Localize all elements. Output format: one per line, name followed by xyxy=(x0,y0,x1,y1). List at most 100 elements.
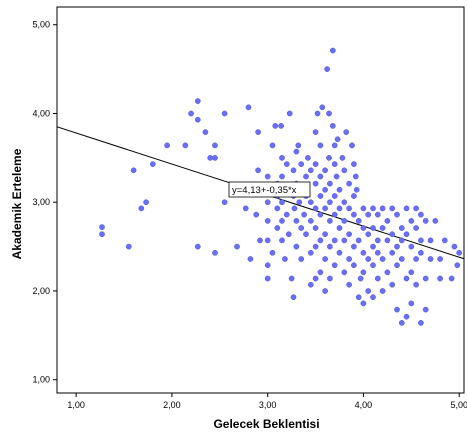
data-point xyxy=(221,199,228,206)
data-point xyxy=(360,249,367,256)
regression-equation-label: y=4,13+-0,35*x xyxy=(232,185,297,196)
data-point xyxy=(291,205,298,212)
data-point xyxy=(312,180,319,187)
data-point xyxy=(322,186,328,193)
data-point xyxy=(384,237,391,244)
data-point xyxy=(456,249,463,256)
y-axis-title: Akademik Erteleme xyxy=(10,148,24,259)
data-point xyxy=(398,225,405,231)
data-point xyxy=(374,211,381,218)
data-point xyxy=(264,173,271,180)
data-point xyxy=(264,218,271,224)
data-point xyxy=(448,275,455,282)
data-point xyxy=(339,155,346,161)
data-point xyxy=(403,205,410,212)
data-point xyxy=(326,110,332,117)
data-point xyxy=(384,269,391,276)
data-point xyxy=(164,142,170,149)
data-point xyxy=(349,142,355,149)
data-point xyxy=(370,294,376,301)
data-point xyxy=(125,243,132,250)
data-point xyxy=(331,262,338,269)
data-point xyxy=(370,205,376,212)
data-point xyxy=(327,199,333,206)
data-point xyxy=(329,123,336,129)
data-point xyxy=(242,205,249,212)
data-point xyxy=(298,256,305,262)
data-point xyxy=(341,167,348,174)
data-point xyxy=(379,288,386,294)
data-point xyxy=(343,129,350,135)
data-point xyxy=(341,218,348,224)
data-point xyxy=(274,225,281,231)
data-point xyxy=(130,167,137,174)
data-point xyxy=(312,205,319,212)
y-tick-label: 2,00 xyxy=(32,286,50,296)
data-point xyxy=(182,142,189,149)
x-tick-label: 2,00 xyxy=(163,400,181,410)
data-point xyxy=(384,218,391,224)
data-point xyxy=(138,205,145,212)
data-point xyxy=(379,256,386,262)
data-point xyxy=(413,281,419,288)
y-tick-label: 3,00 xyxy=(32,197,50,207)
data-point xyxy=(245,104,252,111)
data-point xyxy=(365,211,372,218)
data-point xyxy=(341,237,348,244)
data-point xyxy=(272,123,279,129)
data-point xyxy=(351,211,357,218)
data-point xyxy=(221,110,228,117)
data-point xyxy=(360,225,367,231)
data-point xyxy=(99,224,105,230)
data-point xyxy=(149,161,156,167)
data-point xyxy=(295,142,302,149)
data-point xyxy=(307,218,314,224)
data-point xyxy=(331,237,338,244)
data-point xyxy=(274,205,281,212)
data-point xyxy=(370,243,376,250)
data-point xyxy=(389,205,396,212)
data-point xyxy=(389,281,396,288)
data-point xyxy=(269,249,276,256)
data-point xyxy=(282,256,288,262)
data-point xyxy=(301,211,307,218)
data-point xyxy=(305,155,311,161)
data-point xyxy=(408,269,415,276)
data-point xyxy=(293,218,300,224)
data-point xyxy=(341,199,348,206)
data-point xyxy=(326,155,332,161)
data-point xyxy=(143,199,149,206)
x-tick-label: 4,00 xyxy=(355,400,373,410)
data-point xyxy=(285,231,292,238)
data-point xyxy=(394,262,400,269)
data-point xyxy=(312,161,319,167)
data-point xyxy=(257,237,263,244)
data-point xyxy=(194,98,201,104)
data-point xyxy=(264,237,271,244)
data-point xyxy=(351,243,357,250)
data-point xyxy=(365,231,372,238)
data-point xyxy=(99,231,105,238)
data-point xyxy=(441,237,448,244)
data-point xyxy=(322,205,328,212)
data-point xyxy=(403,231,410,238)
data-point xyxy=(351,262,357,269)
data-point xyxy=(370,262,376,269)
data-point xyxy=(255,167,261,174)
data-point xyxy=(283,211,290,218)
data-point xyxy=(327,243,333,250)
data-point xyxy=(317,193,324,199)
data-point xyxy=(346,205,352,212)
data-point xyxy=(422,306,429,313)
data-point xyxy=(312,243,319,250)
y-axis-ticks: 1,00 2,00 3,00 4,00 5,00 xyxy=(32,20,57,385)
y-tick-label: 1,00 xyxy=(32,375,50,385)
data-point xyxy=(360,205,367,212)
data-point xyxy=(346,180,352,187)
data-point xyxy=(418,211,424,218)
data-point xyxy=(352,173,359,180)
data-point xyxy=(253,211,260,218)
data-point xyxy=(317,237,324,244)
data-point xyxy=(413,256,419,262)
data-point xyxy=(264,275,271,282)
